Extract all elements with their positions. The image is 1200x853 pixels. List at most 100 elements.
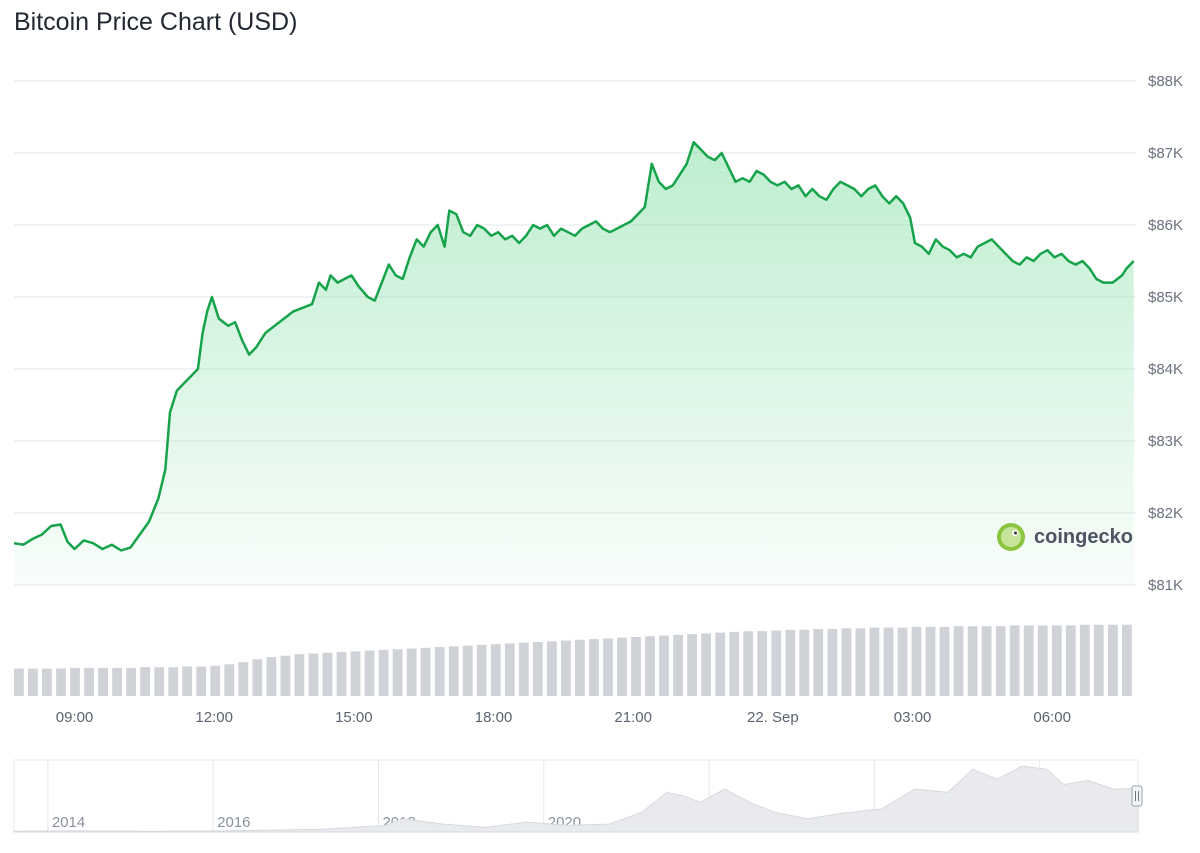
volume-bar bbox=[42, 668, 52, 696]
volume-bar bbox=[322, 652, 333, 696]
volume-bar bbox=[126, 667, 136, 696]
y-tick-label: $81K bbox=[1148, 577, 1183, 594]
volume-bar bbox=[981, 626, 992, 696]
volume-bar bbox=[729, 631, 740, 696]
y-tick-label: $88K bbox=[1148, 73, 1183, 90]
volume-bar bbox=[659, 635, 669, 696]
volume-bar bbox=[476, 644, 487, 696]
volume-bar bbox=[1108, 624, 1118, 696]
volume-bar bbox=[238, 662, 249, 696]
volume-bar bbox=[168, 667, 179, 696]
volume-bar bbox=[70, 667, 80, 696]
volume-bar bbox=[532, 642, 543, 696]
price-line bbox=[13, 140, 1135, 552]
volume-bar bbox=[925, 626, 936, 696]
volume-bar bbox=[182, 666, 193, 696]
volume-bar bbox=[631, 637, 641, 696]
coingecko-watermark: coingecko bbox=[997, 523, 1133, 551]
volume-bar bbox=[266, 657, 277, 696]
x-tick-label: 09:00 bbox=[56, 709, 94, 726]
volume-bar bbox=[855, 628, 866, 696]
volume-bar bbox=[799, 629, 810, 696]
volume-bar bbox=[575, 639, 585, 696]
volume-bar bbox=[420, 647, 431, 696]
volume-bar bbox=[813, 629, 824, 696]
plot-area bbox=[13, 140, 1135, 585]
volume-bar bbox=[939, 626, 950, 696]
x-tick-label: 06:00 bbox=[1033, 709, 1071, 726]
volume-bar bbox=[490, 644, 501, 696]
navigator-handle[interactable] bbox=[1131, 785, 1143, 807]
y-tick-label: $85K bbox=[1148, 289, 1183, 306]
volume-bar bbox=[140, 667, 150, 696]
volume-bar bbox=[701, 633, 711, 696]
volume-bar bbox=[617, 637, 627, 696]
volume-bar bbox=[1009, 625, 1020, 696]
x-tick-label: 15:00 bbox=[335, 709, 373, 726]
volume-bar bbox=[294, 654, 305, 696]
y-tick-label: $82K bbox=[1148, 505, 1183, 522]
volume-bar bbox=[603, 638, 613, 696]
x-tick-label: 21:00 bbox=[614, 709, 652, 726]
y-tick-label: $84K bbox=[1148, 361, 1183, 378]
volume-bar bbox=[392, 649, 403, 696]
volume-bar bbox=[771, 630, 782, 696]
volume-bar bbox=[995, 626, 1006, 696]
volume-bar bbox=[1023, 625, 1034, 696]
volume-bar bbox=[56, 668, 66, 696]
volume-bar bbox=[350, 651, 361, 696]
volume-bar bbox=[687, 634, 697, 696]
volume-bar bbox=[673, 634, 683, 696]
x-tick-label: 03:00 bbox=[894, 709, 932, 726]
watermark-text: coingecko bbox=[1034, 526, 1133, 548]
x-tick-label: 22. Sep bbox=[747, 709, 799, 726]
volume-bar bbox=[112, 667, 122, 696]
volume-bar bbox=[518, 642, 529, 696]
volume-bar bbox=[841, 628, 852, 696]
x-tick-label: 18:00 bbox=[475, 709, 513, 726]
volume-bar bbox=[785, 629, 796, 696]
volume-bar bbox=[715, 632, 726, 696]
volume-bars bbox=[14, 624, 1132, 696]
volume-bar bbox=[1065, 625, 1076, 696]
volume-bar bbox=[252, 659, 263, 696]
volume-bar bbox=[1122, 624, 1132, 696]
navigator-history-area bbox=[13, 765, 1139, 833]
y-tick-label: $86K bbox=[1148, 217, 1183, 234]
volume-bar bbox=[743, 631, 754, 696]
navigator-tick-label: 2014 bbox=[52, 814, 85, 831]
volume-bar bbox=[462, 645, 473, 696]
gecko-pupil-icon bbox=[1014, 531, 1017, 535]
volume-bar bbox=[98, 667, 108, 696]
y-tick-label: $83K bbox=[1148, 433, 1183, 450]
volume-bar bbox=[378, 649, 389, 696]
volume-bar bbox=[869, 627, 880, 696]
volume-bar bbox=[967, 626, 978, 696]
volume-bar bbox=[827, 629, 838, 696]
volume-bar bbox=[28, 668, 38, 696]
volume-bar bbox=[757, 631, 768, 696]
gecko-logo-inner-icon bbox=[1001, 527, 1021, 547]
volume-bar bbox=[434, 647, 445, 696]
volume-bar bbox=[911, 626, 922, 696]
volume-bar bbox=[1051, 625, 1062, 696]
y-axis: $88K $87K $86K $85K $84K $83K $82K $81K bbox=[1148, 73, 1183, 594]
volume-bar bbox=[336, 652, 347, 696]
y-tick-label: $87K bbox=[1148, 145, 1183, 162]
volume-bar bbox=[645, 636, 655, 696]
volume-bar bbox=[1037, 625, 1048, 696]
volume-bar bbox=[14, 668, 24, 696]
volume-bar bbox=[84, 667, 94, 696]
volume-bar bbox=[504, 643, 515, 696]
volume-bar bbox=[364, 650, 375, 696]
volume-bar bbox=[196, 666, 207, 696]
volume-bar bbox=[280, 655, 291, 696]
volume-bar bbox=[547, 641, 557, 696]
range-navigator[interactable]: 2014201620182020202220242026 bbox=[13, 759, 1143, 833]
volume-bar bbox=[308, 653, 319, 696]
volume-bar bbox=[448, 646, 459, 696]
x-axis: 09:00 12:00 15:00 18:00 21:00 22. Sep 03:00 06:… bbox=[56, 709, 1071, 726]
volume-bar bbox=[154, 667, 165, 696]
price-area-texture bbox=[14, 142, 1134, 585]
